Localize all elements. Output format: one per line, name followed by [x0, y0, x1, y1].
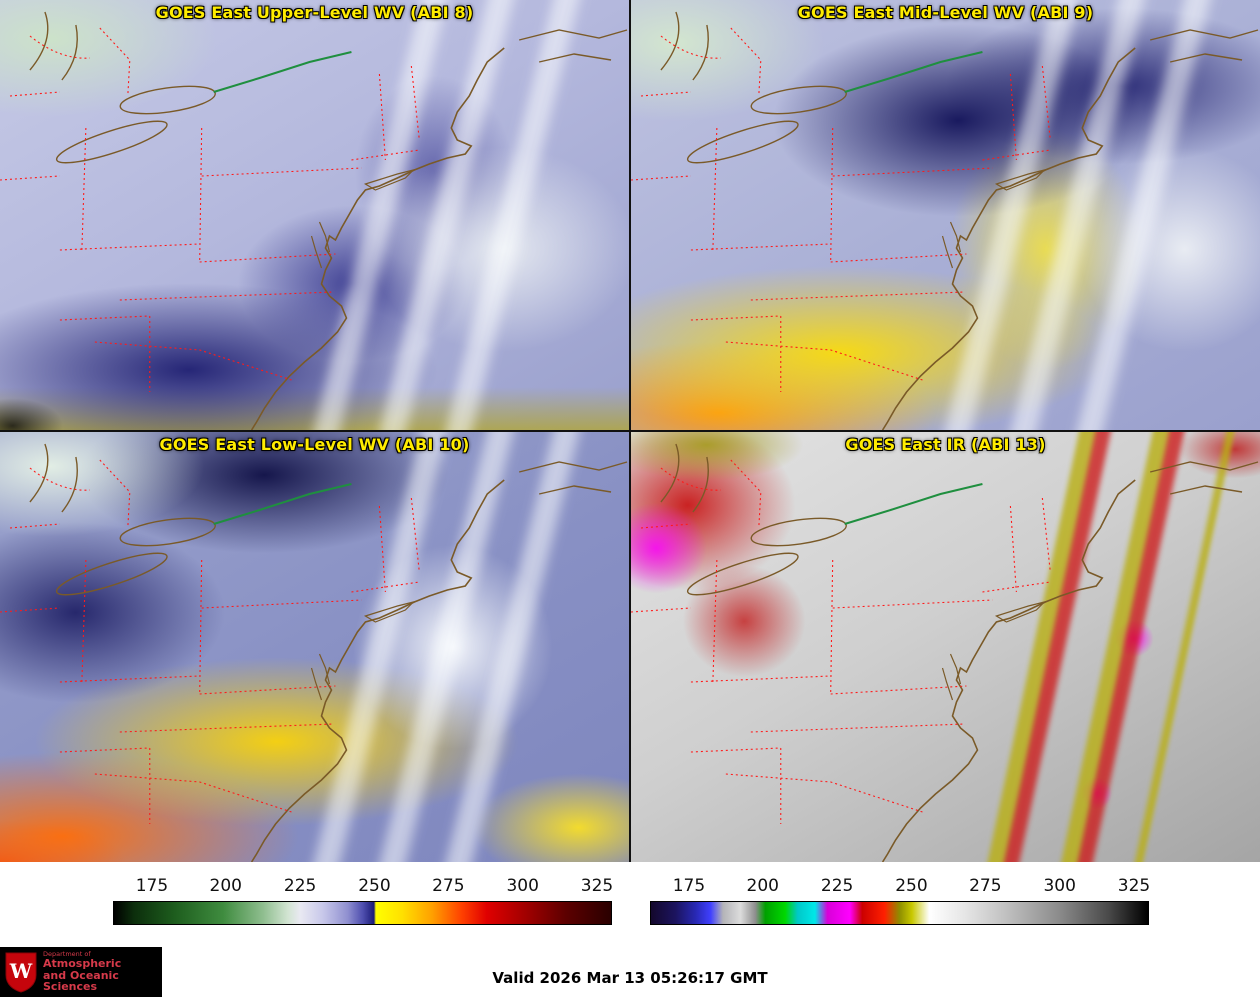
convective-band-overlay [951, 432, 1255, 862]
panel-title-ir: GOES East IR (ABI 13) [845, 435, 1046, 454]
colorbar-tick: 275 [432, 876, 465, 896]
colorbar-tick: 225 [820, 876, 854, 896]
colorbar-tick: 325 [580, 876, 614, 896]
colorbar-tick: 200 [746, 876, 779, 896]
logo-text: Department of Atmospheric and Oceanic Sc… [43, 949, 158, 994]
logo-dept-line: Atmospheric [43, 956, 122, 970]
cloud-band-overlay [271, 0, 622, 430]
colorbar-tick: 200 [209, 876, 242, 896]
colorbar-tick: 300 [1043, 876, 1076, 896]
panel-low-level-wv-image: GOES East Low-Level WV (ABI 10) [0, 432, 629, 862]
colorbar-tick: 250 [895, 876, 928, 896]
ir-colorbar-ticks: 175 200 225 250 275 300 325 [650, 872, 1151, 898]
colorbar-tick: 275 [969, 876, 1002, 896]
wv-temperature-colorbar [113, 901, 612, 925]
uw-crest-icon: W [5, 952, 37, 993]
colorbar-tick: 175 [135, 876, 169, 896]
panel-title-upper-wv: GOES East Upper-Level WV (ABI 8) [155, 3, 474, 22]
uw-aos-logo: W Department of Atmospheric and Oceanic … [0, 947, 162, 997]
colorbar-tick: 300 [506, 876, 539, 896]
ir-colorbar-block: 175 200 225 250 275 300 325 [650, 872, 1151, 925]
cloud-band-overlay [902, 0, 1253, 430]
colorbar-tick: 325 [1117, 876, 1151, 896]
ir-temperature-colorbar [650, 901, 1149, 925]
panel-title-low-wv: GOES East Low-Level WV (ABI 10) [159, 435, 470, 454]
logo-dept-line: and Oceanic Sciences [43, 968, 119, 994]
footer: W Department of Atmospheric and Oceanic … [0, 945, 1260, 999]
colorbar-strip: 175 200 225 250 275 300 325 175 200 225 … [0, 862, 1260, 945]
panel-upper-level-wv-image: GOES East Upper-Level WV (ABI 8) [0, 0, 629, 430]
cloud-band-overlay [271, 432, 622, 862]
svg-text:W: W [9, 959, 33, 983]
colorbar-tick: 175 [672, 876, 706, 896]
valid-time-label: Valid 2026 Mar 13 05:26:17 GMT [492, 969, 768, 987]
wv-colorbar-block: 175 200 225 250 275 300 325 [113, 872, 614, 925]
colorbar-tick: 225 [283, 876, 317, 896]
panel-title-mid-wv: GOES East Mid-Level WV (ABI 9) [797, 3, 1094, 22]
logo-dept-line: Department of [43, 949, 91, 958]
panel-ir-image: GOES East IR (ABI 13) [631, 432, 1260, 862]
colorbar-tick: 250 [358, 876, 391, 896]
satellite-panels-grid: GOES East Upper-Level WV (ABI 8) GOES Ea… [0, 0, 1260, 862]
wv-colorbar-ticks: 175 200 225 250 275 300 325 [113, 872, 614, 898]
panel-mid-level-wv-image: GOES East Mid-Level WV (ABI 9) [631, 0, 1260, 430]
